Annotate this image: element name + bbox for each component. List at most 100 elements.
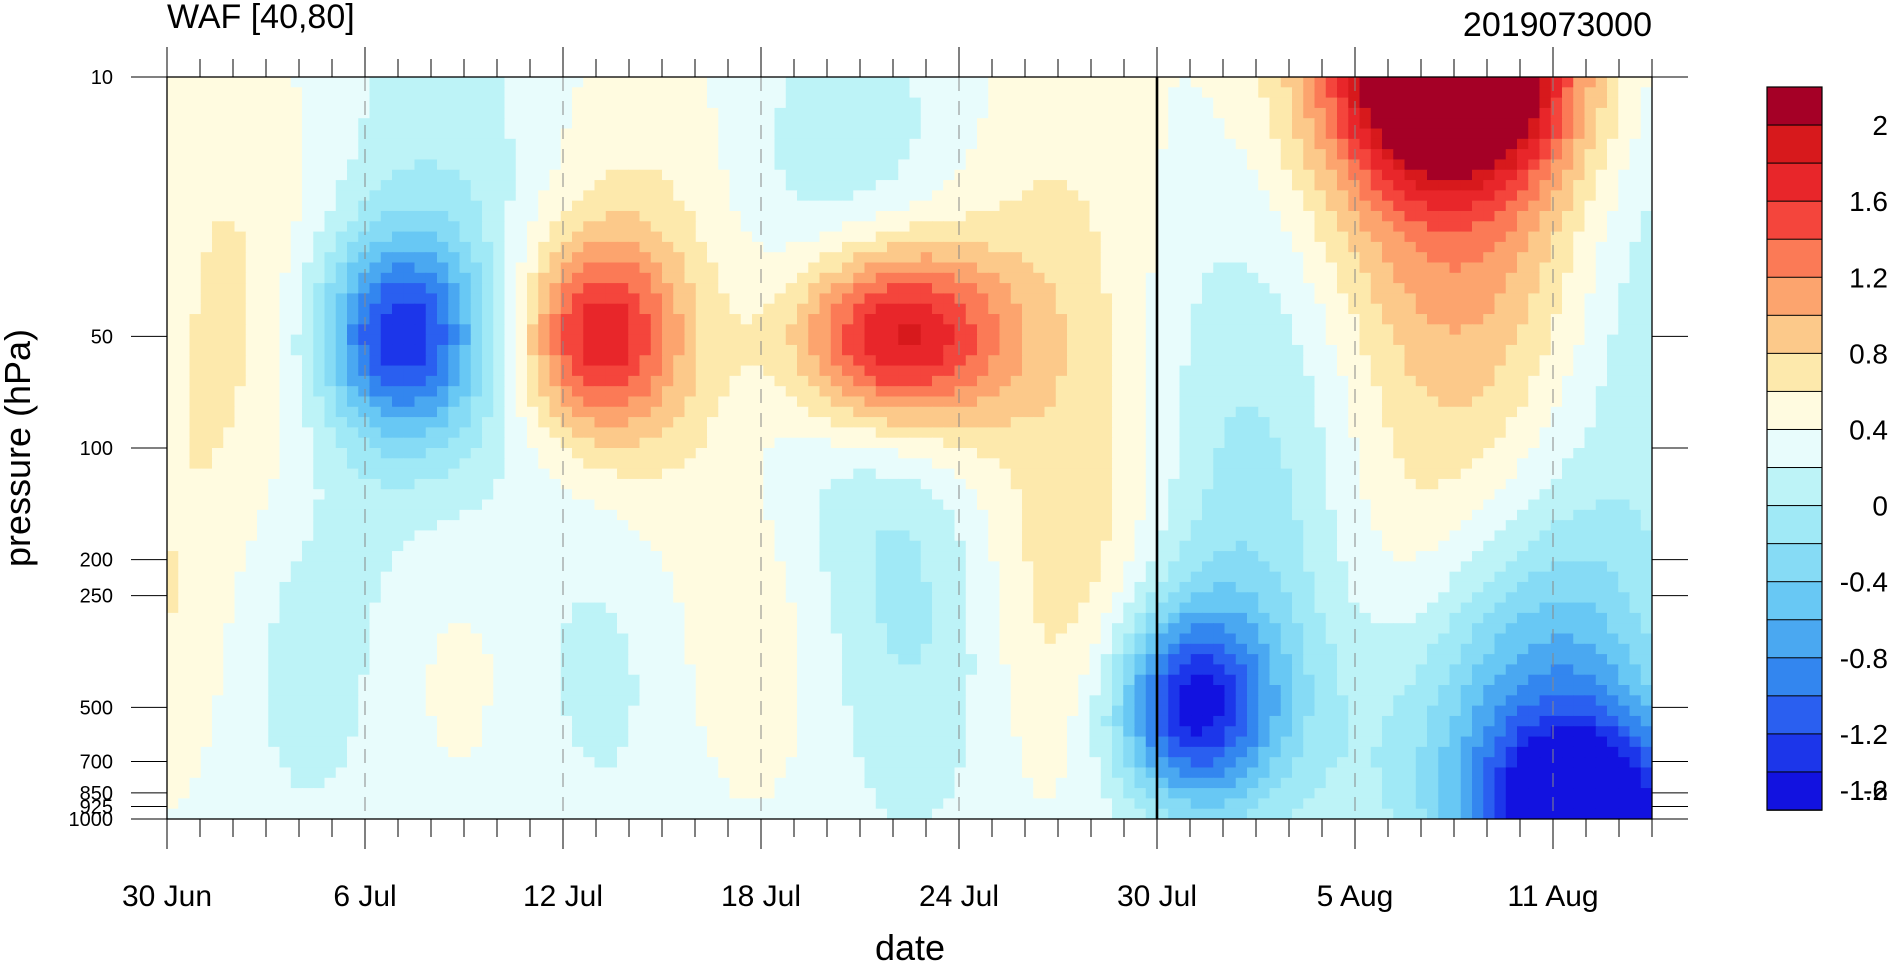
field-cell [1235, 87, 1248, 99]
field-cell [1190, 159, 1203, 171]
field-cell [1528, 293, 1541, 305]
field-cell [695, 344, 708, 356]
field-cell [538, 303, 551, 315]
field-cell [1258, 365, 1271, 377]
field-cell [290, 293, 303, 305]
field-cell [1595, 262, 1608, 274]
field-cell [875, 262, 888, 274]
field-cell [1494, 386, 1507, 398]
field-cell [1010, 107, 1023, 119]
field-cell [1472, 355, 1484, 367]
field-cell [1517, 272, 1529, 284]
field-cell [1022, 365, 1034, 377]
field-cell [740, 107, 753, 119]
field-cell [212, 138, 224, 150]
field-cell [1157, 118, 1169, 130]
field-cell [842, 149, 854, 161]
field-cell [684, 210, 697, 222]
field-cell [1494, 293, 1507, 305]
field-cell [324, 448, 337, 459]
field-cell [1202, 386, 1214, 398]
field-cell [819, 344, 832, 356]
field-cell [695, 118, 708, 130]
field-cell [1134, 303, 1147, 315]
field-cell [437, 355, 449, 367]
field-cell [729, 293, 742, 305]
field-cell [290, 97, 303, 109]
field-cell [1224, 252, 1237, 264]
field-cell [1213, 334, 1226, 346]
field-cell [223, 458, 236, 470]
field-cell [650, 396, 663, 408]
field-cell [1280, 138, 1293, 150]
field-cell [1393, 375, 1406, 387]
field-cell [1449, 87, 1462, 99]
field-cell [1280, 272, 1293, 284]
field-cell [245, 159, 258, 171]
field-cell [437, 107, 449, 119]
field-cell [358, 396, 371, 408]
field-cell [1494, 252, 1507, 264]
field-cell [1033, 262, 1046, 274]
field-cell [707, 375, 719, 387]
field-cell [1213, 241, 1226, 253]
field-cell [999, 344, 1012, 356]
field-cell [999, 169, 1012, 181]
field-cell [875, 427, 888, 439]
field-cell [1539, 87, 1552, 99]
field-cell [785, 386, 798, 398]
field-cell [527, 252, 539, 264]
field-cell [1460, 355, 1473, 367]
field-cell [1202, 314, 1214, 325]
field-cell [1539, 118, 1552, 130]
field-cell [1404, 107, 1417, 119]
field-cell [234, 437, 247, 449]
field-cell [1618, 386, 1631, 398]
field-cell [887, 344, 899, 356]
field-cell [212, 190, 224, 202]
field-cell [1235, 97, 1248, 109]
field-cell [729, 77, 742, 88]
field-cell [594, 262, 607, 274]
field-cell [1449, 293, 1462, 305]
field-cell [1629, 221, 1642, 233]
field-cell [324, 210, 337, 222]
field-cell [425, 77, 438, 88]
field-cell [797, 128, 809, 140]
field-cell [628, 149, 641, 161]
field-cell [212, 355, 224, 367]
field-cell [740, 87, 753, 99]
field-cell [797, 344, 809, 356]
field-cell [178, 252, 191, 264]
field-cell [1303, 448, 1316, 459]
field-cell [1022, 262, 1034, 274]
field-cell [1100, 149, 1113, 161]
field-cell [1494, 303, 1507, 315]
field-cell [920, 303, 933, 315]
field-cell [1078, 427, 1091, 439]
field-cell [662, 221, 674, 233]
field-cell [1044, 221, 1057, 233]
field-cell [1258, 221, 1271, 233]
field-cell [887, 210, 899, 222]
field-cell [527, 448, 539, 459]
field-cell [1179, 293, 1192, 305]
field-cell [369, 128, 382, 140]
field-cell [1213, 221, 1226, 233]
field-cell [200, 283, 213, 295]
field-cell [245, 138, 258, 150]
field-cell [223, 221, 236, 233]
field-cell [830, 324, 843, 336]
field-cell [1010, 77, 1023, 88]
field-cell [1224, 169, 1237, 181]
field-cell [763, 180, 776, 191]
field-cell [752, 272, 764, 284]
field-cell [425, 210, 438, 222]
field-cell [842, 334, 854, 346]
field-cell [1359, 169, 1372, 181]
field-cell [988, 417, 1001, 428]
field-cell [1190, 97, 1203, 109]
field-cell [482, 314, 494, 325]
field-cell [200, 118, 213, 130]
field-cell [369, 77, 382, 88]
